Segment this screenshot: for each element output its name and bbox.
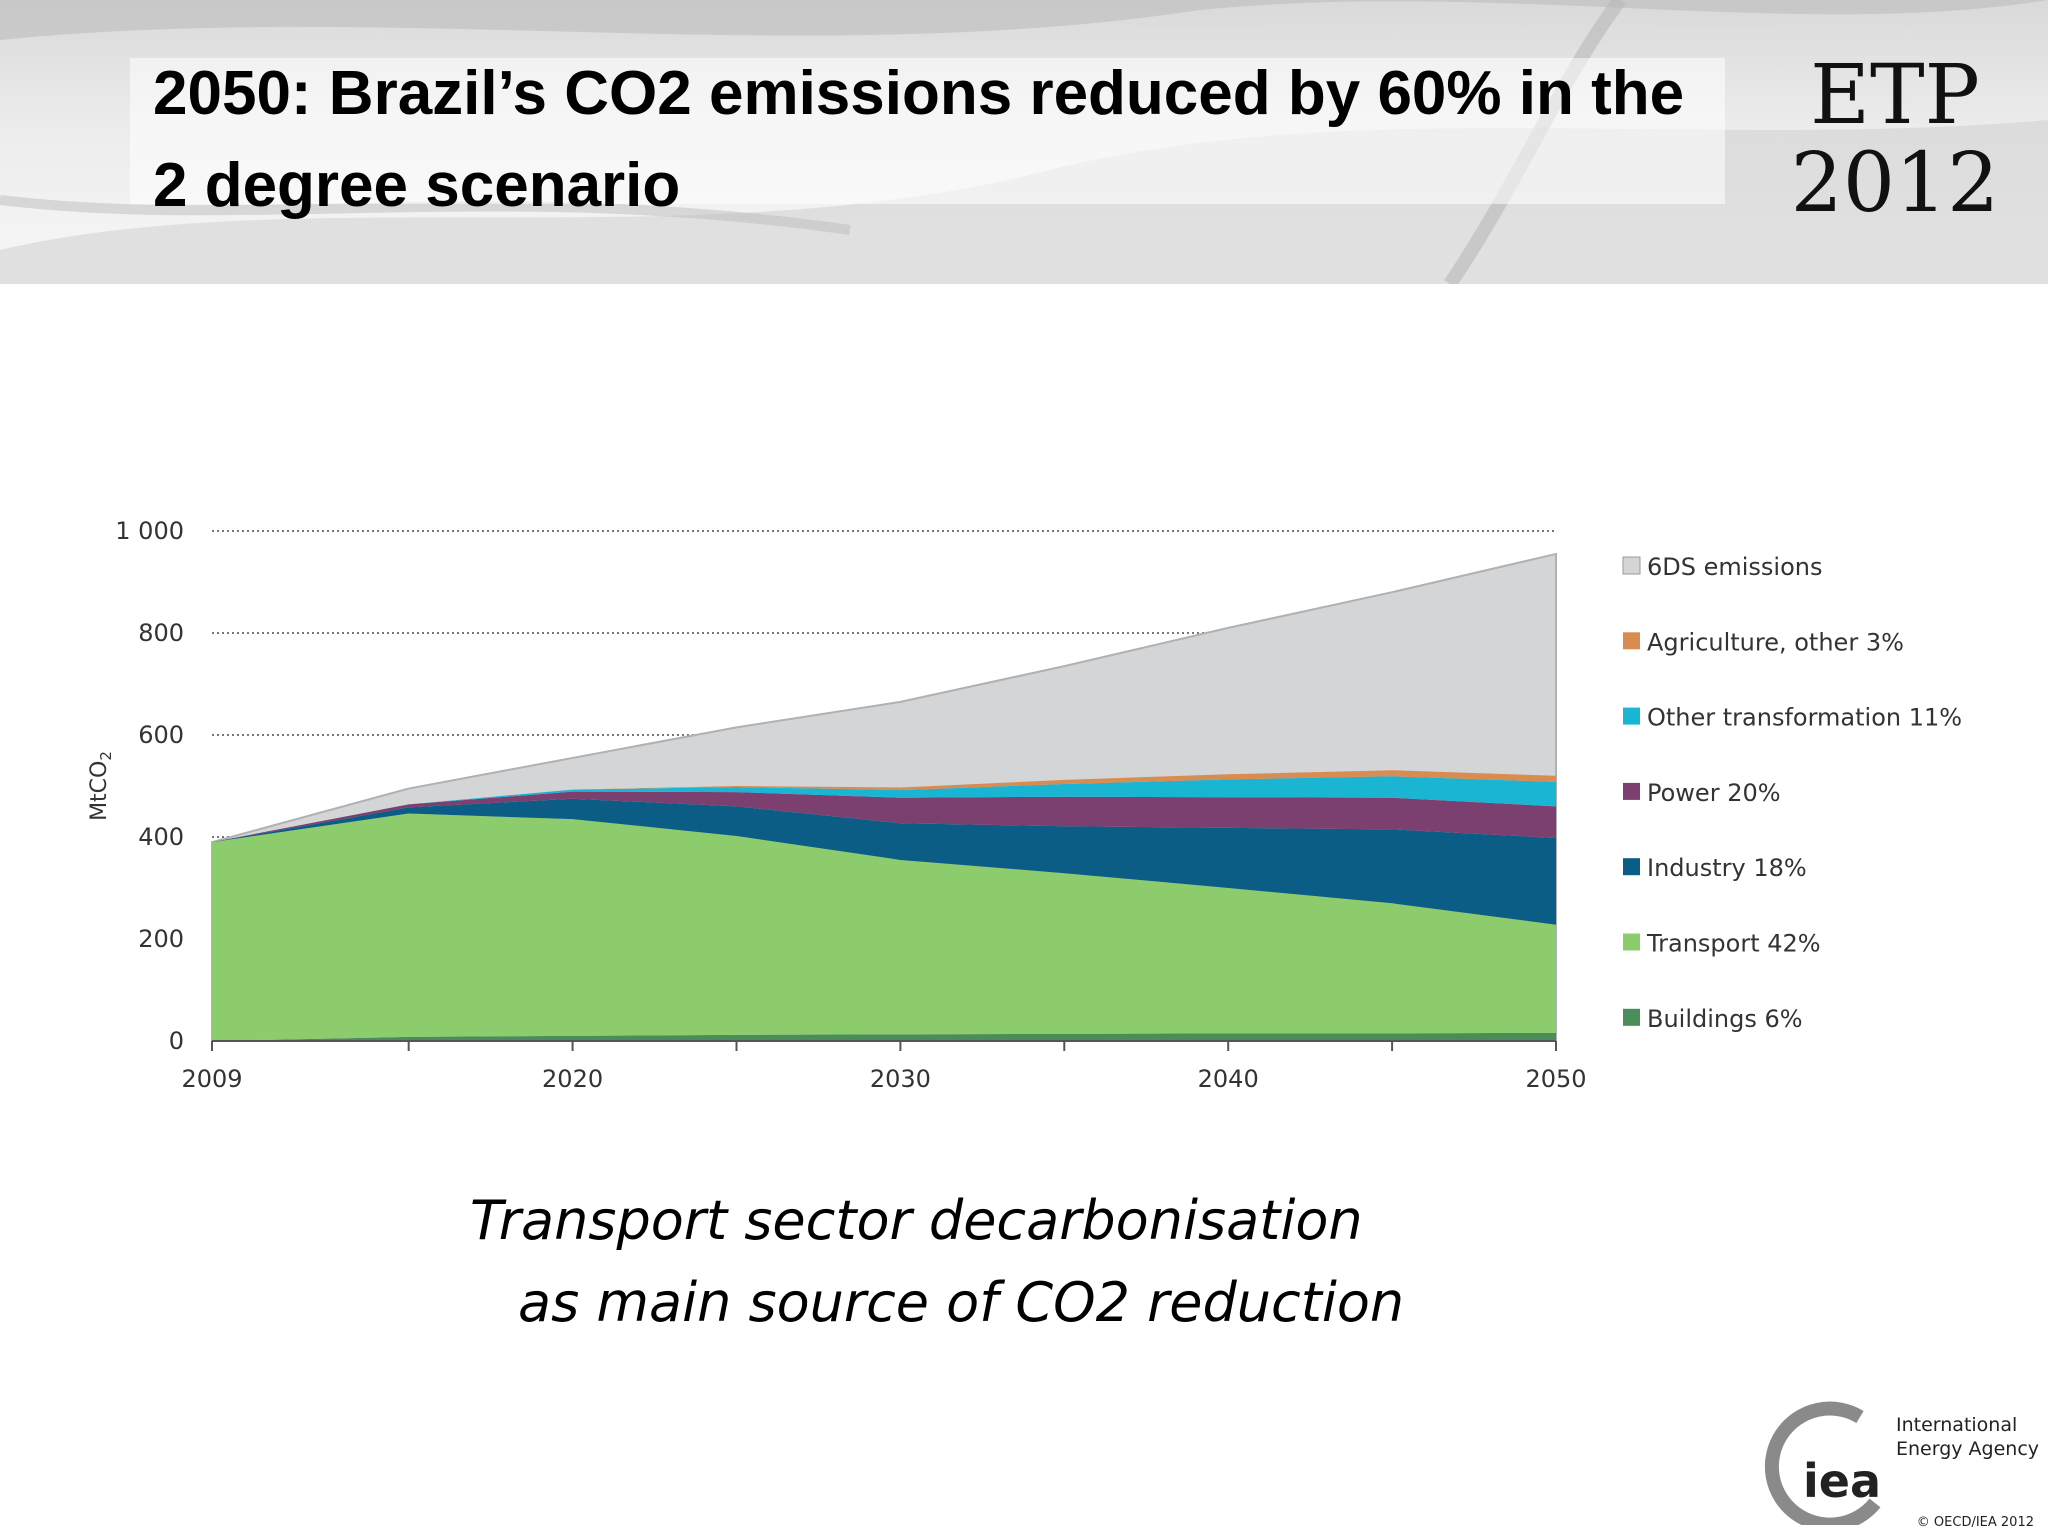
caption-line-2: as main source of CO2 reduction: [518, 1271, 1405, 1334]
legend-label: 6DS emissions: [1647, 553, 1823, 581]
slide-title: 2050: Brazil’s CO2 emissions reduced by …: [153, 59, 1685, 220]
area-industry: [212, 798, 1556, 925]
y-axis-title: MtCO2: [87, 751, 115, 821]
legend-swatch: [1623, 632, 1640, 650]
legend-swatch: [1623, 858, 1640, 876]
area-power: [212, 791, 1556, 843]
y-tick-label: 400: [138, 823, 184, 851]
iea-name: International Energy Agency: [1896, 1413, 2046, 1461]
y-tick-label: 800: [138, 619, 184, 647]
legend-swatch: [1623, 1008, 1640, 1026]
x-tick-label: 2050: [1525, 1065, 1586, 1093]
etp-2012-badge: ETP 2012: [1780, 52, 2010, 228]
iea-logo-ring: [1764, 1401, 1881, 1525]
legend-label: Agriculture, other 3%: [1647, 628, 1904, 656]
legend-swatch: [1623, 782, 1640, 800]
slide-caption: Transport sector decarbonisation as main…: [420, 1180, 1520, 1344]
x-tick-label: 2020: [542, 1065, 603, 1093]
y-tick-label: 1 000: [115, 517, 184, 545]
title-backdrop: [130, 58, 1725, 204]
iea-wordmark: iea: [1803, 1454, 1881, 1508]
legend-label: Industry 18%: [1647, 854, 1807, 882]
copyright-notice: © OECD/IEA 2012: [1916, 1515, 2034, 1530]
legend-label: Other transformation 11%: [1647, 704, 1962, 732]
area-other-transformation: [212, 776, 1556, 843]
area-transport: [212, 813, 1556, 1041]
badge-line-2: 2012: [1790, 136, 2000, 231]
y-tick-label: 0: [169, 1027, 184, 1055]
legend-label: Transport 42%: [1646, 930, 1821, 958]
badge-line-1: ETP: [1810, 48, 1980, 143]
x-tick-label: 2030: [870, 1065, 931, 1093]
legend-swatch: [1622, 556, 1641, 575]
area-buildings: [212, 1032, 1556, 1041]
iea-logo: iea: [1764, 1401, 1881, 1525]
iea-name-line-2: Energy Agency: [1896, 1438, 2040, 1460]
legend-label: Buildings 6%: [1647, 1005, 1803, 1033]
emissions-area-chart: 0 200 400 600 800 1 000 MtCO2 2009 2020 2030 2040 2…: [87, 517, 1962, 1093]
y-tick-label: 200: [138, 925, 184, 953]
legend-label: Power 20%: [1647, 779, 1781, 807]
header-banner: 2050: Brazil’s CO2 emissions reduced by …: [0, 0, 2048, 284]
legend-swatch: [1623, 933, 1640, 951]
x-tick-label: 2009: [181, 1065, 242, 1093]
y-tick-label: 600: [138, 721, 184, 749]
legend-swatch: [1623, 707, 1640, 725]
caption-line-1: Transport sector decarbonisation: [470, 1189, 1363, 1252]
iea-name-line-1: International: [1896, 1414, 2018, 1436]
x-tick-label: 2040: [1198, 1065, 1259, 1093]
